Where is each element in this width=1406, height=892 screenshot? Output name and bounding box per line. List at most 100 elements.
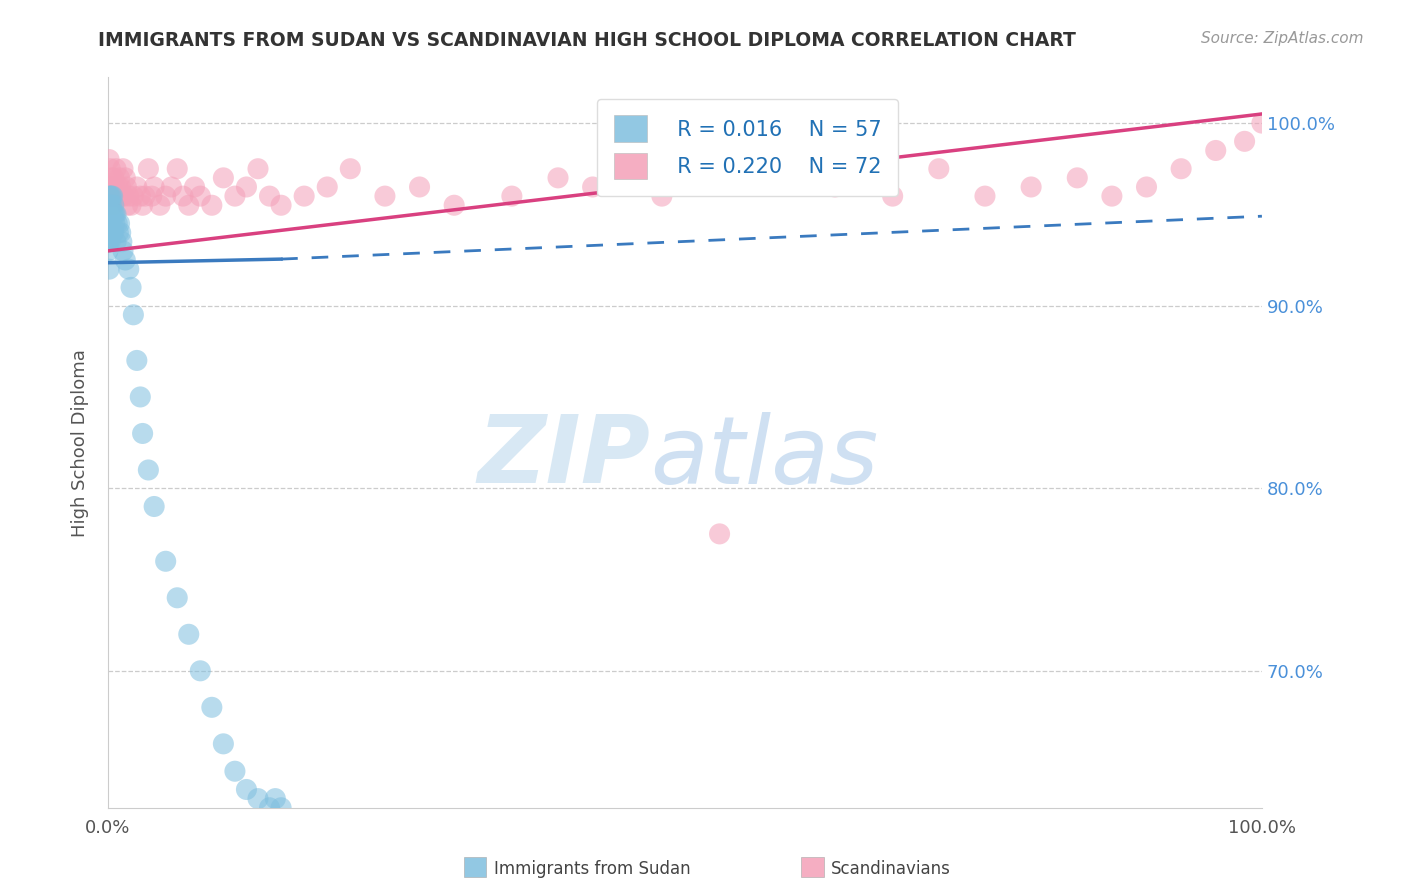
- Point: [98, 180, 121, 194]
- Point: [138, 161, 160, 176]
- Point: [974, 189, 997, 203]
- Point: [108, 170, 131, 185]
- Point: [160, 180, 183, 194]
- Point: [120, 198, 142, 212]
- Point: [97, 244, 120, 258]
- Point: [125, 180, 148, 194]
- Point: [101, 189, 124, 203]
- Point: [316, 180, 339, 194]
- Point: [259, 801, 281, 815]
- Point: [235, 782, 257, 797]
- Point: [98, 161, 121, 176]
- Point: [270, 801, 292, 815]
- Point: [1233, 134, 1256, 148]
- Point: [188, 664, 211, 678]
- Point: [103, 226, 125, 240]
- Point: [108, 217, 131, 231]
- Point: [111, 161, 134, 176]
- Text: Immigrants from Sudan: Immigrants from Sudan: [494, 860, 690, 878]
- Point: [100, 189, 122, 203]
- Point: [141, 189, 163, 203]
- Point: [149, 198, 172, 212]
- Point: [212, 170, 235, 185]
- Point: [100, 198, 122, 212]
- Point: [100, 226, 122, 240]
- Point: [112, 189, 135, 203]
- Point: [143, 180, 166, 194]
- Point: [1101, 189, 1123, 203]
- Point: [1066, 170, 1088, 185]
- Point: [259, 189, 281, 203]
- Point: [235, 180, 257, 194]
- Point: [103, 170, 125, 185]
- Point: [177, 198, 200, 212]
- Point: [177, 627, 200, 641]
- Point: [103, 207, 125, 221]
- Point: [98, 226, 121, 240]
- Point: [1170, 161, 1192, 176]
- Point: [104, 217, 127, 231]
- Point: [111, 235, 134, 249]
- Point: [201, 700, 224, 714]
- Text: ZIP: ZIP: [478, 411, 651, 503]
- Point: [129, 390, 152, 404]
- Point: [408, 180, 430, 194]
- Point: [224, 189, 246, 203]
- Point: [98, 153, 121, 167]
- Point: [97, 207, 120, 221]
- Y-axis label: High School Diploma: High School Diploma: [72, 349, 89, 536]
- Point: [166, 591, 188, 605]
- Point: [110, 180, 132, 194]
- Point: [107, 226, 129, 240]
- Point: [98, 207, 121, 221]
- Text: atlas: atlas: [651, 412, 879, 503]
- Point: [339, 161, 361, 176]
- Point: [172, 189, 194, 203]
- Point: [651, 189, 673, 203]
- Text: Scandinavians: Scandinavians: [831, 860, 950, 878]
- Point: [105, 207, 128, 221]
- Point: [98, 198, 121, 212]
- Point: [270, 198, 292, 212]
- Point: [107, 180, 129, 194]
- Point: [882, 189, 904, 203]
- Point: [98, 189, 121, 203]
- Point: [101, 198, 124, 212]
- Text: IMMIGRANTS FROM SUDAN VS SCANDINAVIAN HIGH SCHOOL DIPLOMA CORRELATION CHART: IMMIGRANTS FROM SUDAN VS SCANDINAVIAN HI…: [98, 31, 1077, 50]
- Point: [118, 189, 141, 203]
- Point: [98, 189, 121, 203]
- Point: [131, 426, 153, 441]
- Point: [824, 180, 846, 194]
- Point: [98, 226, 121, 240]
- Point: [101, 189, 124, 203]
- Point: [264, 791, 287, 805]
- Point: [100, 170, 122, 185]
- Point: [101, 226, 124, 240]
- Point: [103, 198, 125, 212]
- Point: [110, 226, 132, 240]
- Point: [118, 262, 141, 277]
- Point: [98, 235, 121, 249]
- Point: [709, 527, 731, 541]
- Point: [501, 189, 523, 203]
- Point: [122, 308, 145, 322]
- Point: [111, 244, 134, 258]
- Point: [246, 791, 269, 805]
- Point: [115, 180, 138, 194]
- Point: [582, 180, 605, 194]
- Point: [104, 180, 127, 194]
- Point: [117, 198, 139, 212]
- Point: [155, 189, 177, 203]
- Point: [125, 353, 148, 368]
- Point: [101, 207, 124, 221]
- Point: [928, 161, 950, 176]
- Point: [98, 198, 121, 212]
- Point: [120, 280, 142, 294]
- Legend:   R = 0.016    N = 57,   R = 0.220    N = 72: R = 0.016 N = 57, R = 0.220 N = 72: [598, 99, 898, 196]
- Point: [105, 217, 128, 231]
- Point: [114, 252, 136, 267]
- Point: [443, 198, 465, 212]
- Point: [201, 198, 224, 212]
- Point: [1251, 116, 1274, 130]
- Point: [246, 161, 269, 176]
